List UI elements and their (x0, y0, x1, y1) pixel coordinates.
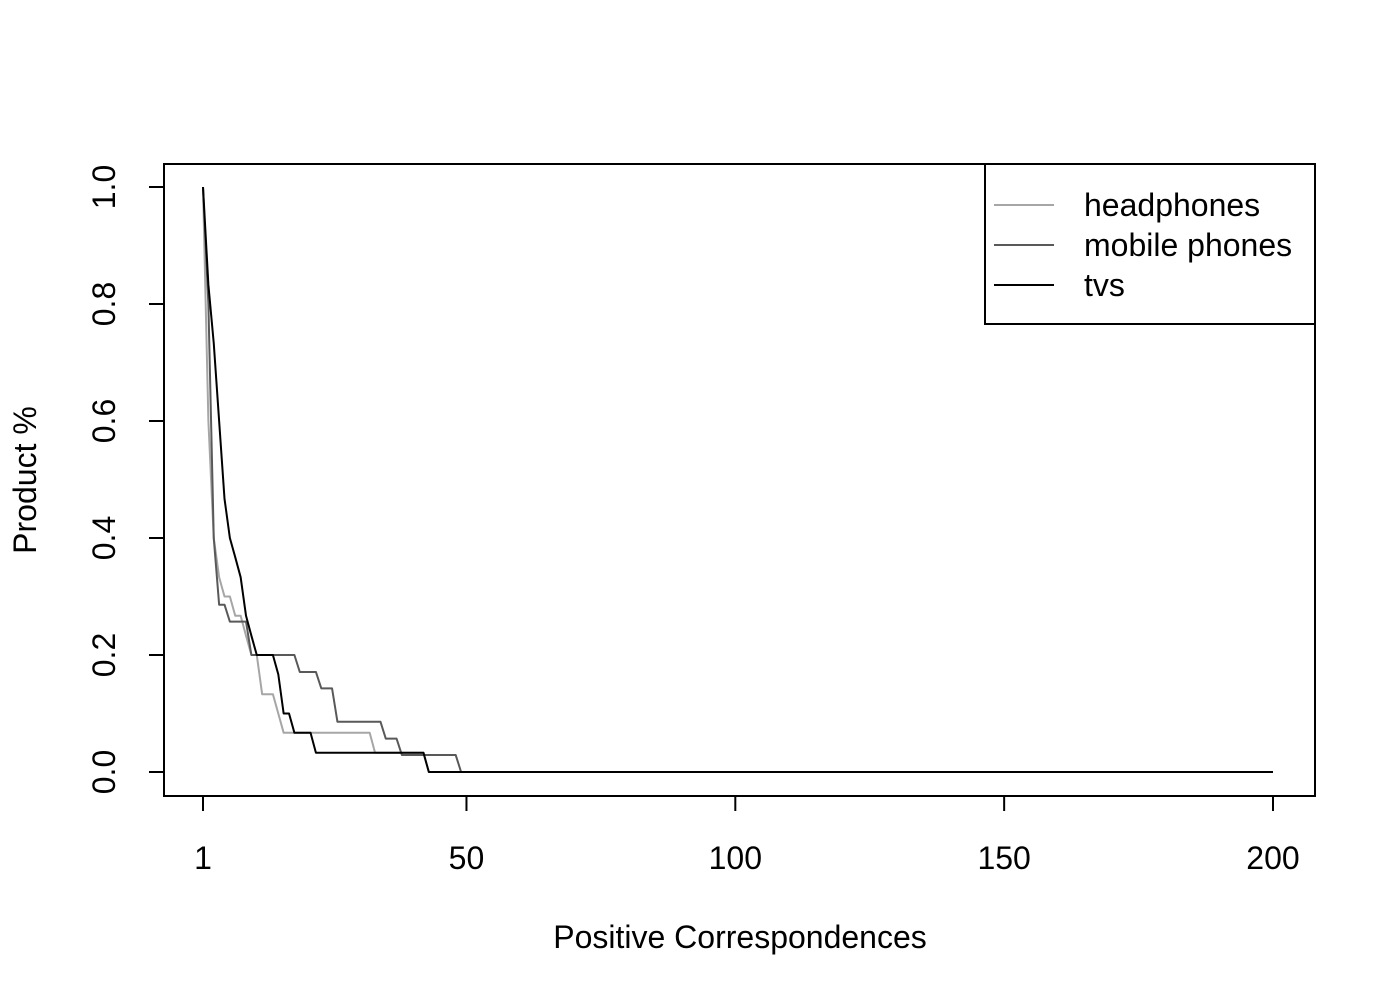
x-axis: 1 50 100 150 200 (194, 795, 1300, 876)
x-tick-label: 150 (977, 840, 1030, 876)
series-line-tvs (202, 186, 1273, 773)
legend-label-mobile-phones: mobile phones (1084, 227, 1292, 263)
y-tick-label: 0.2 (86, 633, 122, 677)
x-axis-title: Positive Correspondences (553, 919, 927, 955)
y-tick-label: 0.4 (86, 516, 122, 560)
series-layer (202, 186, 1273, 773)
y-axis: 0.0 0.2 0.4 0.6 0.8 1.0 (86, 165, 165, 794)
y-tick-label: 0.0 (86, 750, 122, 794)
x-tick-label: 200 (1246, 840, 1299, 876)
y-axis-title: Product % (7, 406, 43, 554)
x-tick-label: 1 (194, 840, 212, 876)
y-tick-label: 0.8 (86, 282, 122, 326)
x-tick-label: 100 (709, 840, 762, 876)
y-tick-label: 1.0 (86, 165, 122, 209)
y-tick-label: 0.6 (86, 399, 122, 443)
legend-label-tvs: tvs (1084, 267, 1125, 303)
legend-label-headphones: headphones (1084, 187, 1260, 223)
legend: headphones mobile phones tvs (984, 163, 1316, 325)
x-tick-label: 50 (449, 840, 485, 876)
series-line-mobile-phones (202, 186, 1273, 773)
